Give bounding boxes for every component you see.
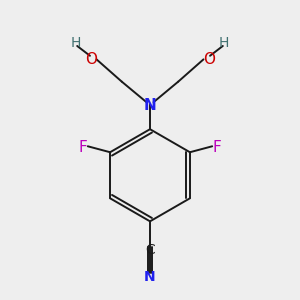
Text: O: O: [203, 52, 215, 68]
Text: H: H: [219, 36, 230, 50]
Text: N: N: [144, 98, 156, 113]
Text: C: C: [145, 244, 155, 257]
Text: O: O: [85, 52, 97, 68]
Text: F: F: [79, 140, 88, 155]
Text: H: H: [70, 36, 81, 50]
Text: F: F: [212, 140, 221, 155]
Text: N: N: [144, 270, 156, 284]
